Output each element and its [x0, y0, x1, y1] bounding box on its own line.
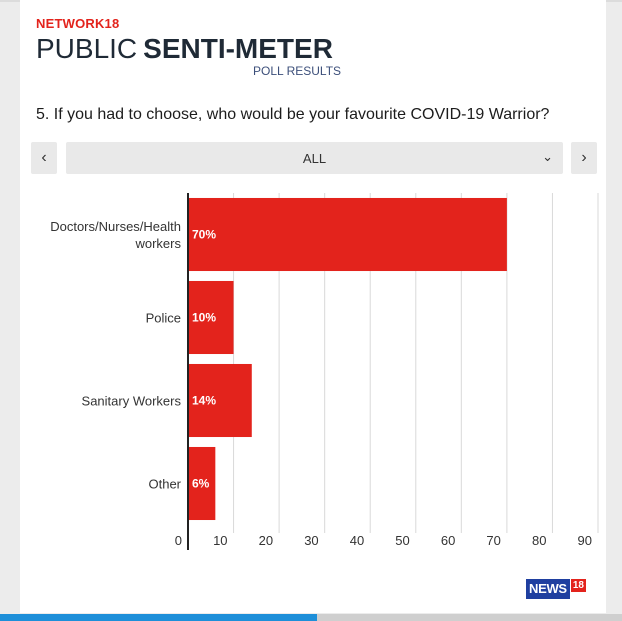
chevron-down-icon: ⌄ [542, 149, 553, 164]
category-label: Sanitary Workers [82, 394, 182, 409]
x-tick-label: 20 [259, 533, 273, 548]
bar [188, 446, 216, 521]
news18-logo: NEWS 18 [526, 579, 586, 599]
next-question-button[interactable]: › [571, 142, 597, 174]
category-label: Doctors/Nurses/Health [50, 219, 181, 234]
bar-value-label: 14% [192, 394, 216, 408]
filter-selected-value: ALL [302, 151, 327, 166]
poll-question: 5. If you had to choose, who would be yo… [36, 106, 550, 123]
bar [188, 280, 234, 355]
bar-value-label: 10% [192, 311, 216, 325]
category-label: Police [146, 311, 181, 326]
logo-number: 18 [570, 579, 586, 592]
x-tick-label: 90 [578, 533, 592, 548]
x-tick-label: 50 [395, 533, 409, 548]
chevron-right-icon: › [581, 149, 587, 166]
bar-value-label: 6% [192, 477, 210, 491]
previous-question-button[interactable]: ‹ [31, 142, 57, 174]
logo-text: NEWS [526, 579, 570, 599]
x-tick-label: 60 [441, 533, 455, 548]
x-tick-label: 80 [532, 533, 546, 548]
title-bold: SENTI-METER [143, 33, 333, 64]
scroll-progress-fill [0, 614, 318, 621]
page-subtitle: POLL RESULTS [253, 64, 342, 78]
bar [188, 363, 252, 438]
bar-value-label: 70% [192, 228, 216, 242]
x-tick-label: 0 [175, 533, 182, 548]
x-tick-label: 40 [350, 533, 364, 548]
x-tick-label: 70 [486, 533, 500, 548]
page-title: PUBLIC SENTI-METER [36, 33, 333, 65]
category-label: Other [148, 477, 181, 492]
x-tick-label: 10 [213, 533, 227, 548]
poll-card [20, 0, 606, 613]
scroll-progress-track [0, 614, 622, 621]
filter-dropdown[interactable]: ALL ⌄ [66, 142, 563, 174]
chevron-left-icon: ‹ [41, 149, 47, 166]
bar [188, 197, 507, 272]
x-tick-label: 30 [304, 533, 318, 548]
title-light: PUBLIC [36, 33, 138, 64]
brand-label: NETWORK18 [36, 16, 120, 31]
category-label: workers [134, 236, 181, 251]
